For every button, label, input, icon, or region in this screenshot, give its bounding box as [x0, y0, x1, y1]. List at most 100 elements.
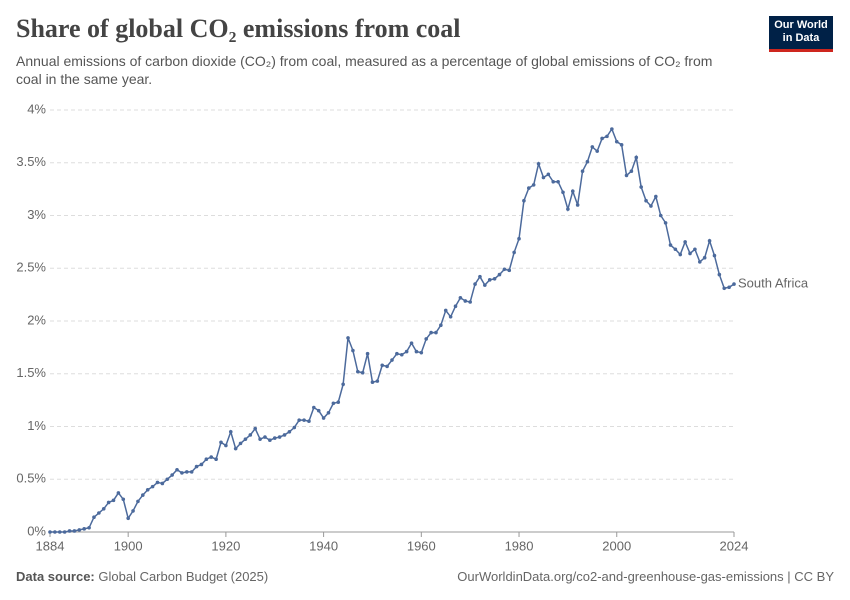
y-tick-label: 4%: [27, 101, 46, 116]
point: [390, 358, 394, 362]
point: [282, 433, 287, 437]
point: [67, 529, 72, 533]
chart-title: Share of global CO₂ emissions from coal: [16, 14, 461, 43]
point: [346, 336, 350, 340]
point: [541, 175, 546, 180]
point: [712, 253, 717, 258]
point: [312, 405, 316, 410]
point: [439, 323, 443, 328]
x-tick-label: 1900: [114, 538, 143, 553]
point: [585, 159, 590, 164]
point: [92, 515, 96, 520]
point: [453, 304, 458, 309]
source-label: Data source:: [16, 569, 95, 584]
point: [385, 364, 389, 369]
y-tick-label: 1%: [27, 418, 46, 433]
x-tick-label: 1980: [505, 538, 534, 553]
point: [717, 272, 722, 277]
point: [141, 493, 145, 497]
point: [263, 435, 267, 439]
point: [189, 470, 194, 474]
point: [72, 529, 77, 533]
point: [136, 499, 140, 504]
point: [600, 136, 604, 141]
point: [297, 418, 301, 422]
point: [527, 186, 531, 190]
point: [356, 369, 360, 374]
point: [116, 491, 121, 495]
point: [698, 260, 702, 264]
point: [556, 179, 560, 184]
point: [468, 300, 472, 304]
point: [458, 295, 463, 300]
point: [688, 251, 692, 256]
point: [727, 285, 731, 290]
point: [497, 272, 502, 277]
point: [101, 506, 106, 511]
point: [575, 203, 580, 207]
point: [551, 179, 556, 184]
point: [395, 351, 399, 356]
point: [590, 145, 595, 149]
point: [209, 455, 214, 459]
y-tick-label: 1.5%: [16, 365, 46, 380]
point: [463, 299, 468, 303]
point: [502, 267, 507, 272]
point: [180, 471, 184, 475]
point: [336, 400, 341, 405]
point: [316, 408, 321, 413]
point: [487, 278, 492, 282]
point: [649, 204, 653, 208]
y-tick-label: 2%: [27, 312, 46, 327]
point: [448, 314, 453, 319]
point: [668, 243, 673, 247]
point: [409, 341, 414, 345]
point: [248, 433, 253, 437]
x-tick-label: 2024: [720, 538, 749, 553]
logo[interactable]: Our World in Data: [769, 16, 833, 52]
point: [512, 250, 516, 255]
x-tick-label: 1960: [407, 538, 436, 553]
point: [155, 480, 160, 485]
x-tick-label: 1884: [36, 538, 65, 553]
source-text: Global Carbon Budget (2025): [98, 569, 269, 584]
point: [663, 221, 668, 225]
point: [566, 207, 570, 211]
point: [277, 435, 282, 439]
point: [570, 189, 575, 194]
x-tick-label: 1920: [211, 538, 240, 553]
point: [639, 185, 643, 189]
point: [292, 425, 297, 430]
point: [722, 286, 727, 291]
point: [165, 477, 170, 482]
point: [326, 410, 331, 415]
y-tick-label: 3%: [27, 207, 46, 222]
point: [287, 429, 292, 434]
point: [160, 481, 165, 486]
point: [268, 438, 272, 443]
point: [233, 446, 238, 451]
point: [214, 457, 218, 462]
point: [272, 436, 277, 440]
point: [199, 462, 204, 467]
point: [404, 349, 409, 354]
url: OurWorldinData.org/co2-and-greenhouse-ga…: [457, 569, 834, 584]
point: [707, 239, 712, 243]
point: [57, 530, 62, 534]
point: [307, 419, 311, 424]
point: [693, 247, 697, 252]
point: [360, 370, 365, 375]
point: [351, 348, 355, 353]
point: [492, 277, 497, 281]
point: [678, 252, 683, 257]
point: [683, 240, 687, 244]
point: [673, 247, 678, 252]
y-tick-label: 3.5%: [16, 154, 46, 169]
point: [238, 441, 243, 446]
point: [634, 155, 639, 160]
point: [48, 530, 52, 534]
point: [610, 127, 614, 131]
point: [77, 528, 82, 532]
point: [619, 143, 624, 147]
point: [580, 169, 585, 173]
